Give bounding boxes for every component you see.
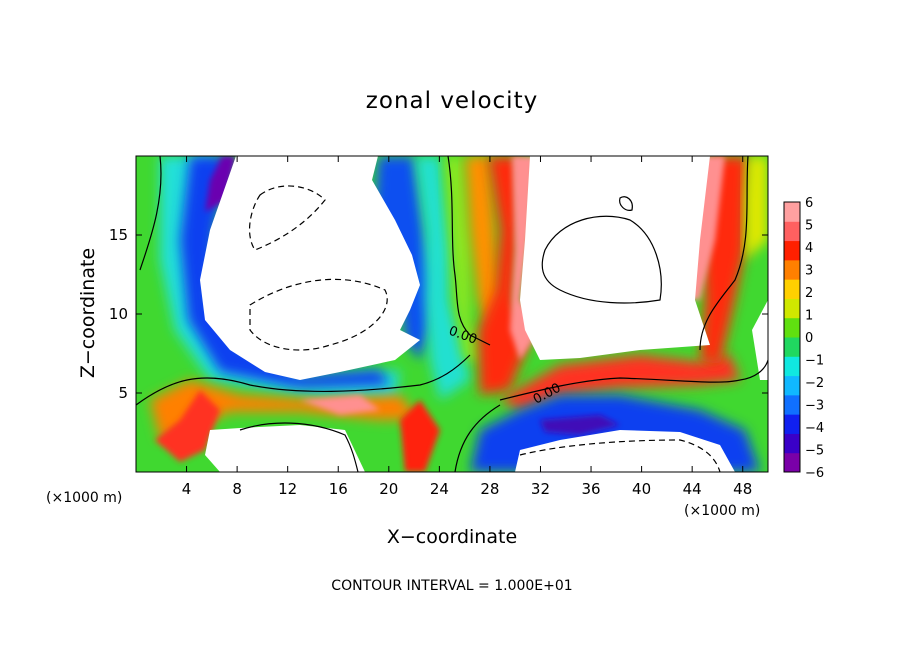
colorbar-swatch — [784, 414, 800, 434]
field-lower-left-pink — [300, 395, 380, 415]
y-tick-label: 5 — [118, 384, 128, 402]
x-tick-label: 24 — [430, 480, 449, 498]
contour-solid-right — [541, 215, 662, 304]
field-lower-left-orange — [150, 380, 420, 440]
x-axis-ticks: 4 8 12 16 20 24 28 32 36 40 44 48 — [182, 156, 752, 498]
contour-zero-left — [139, 156, 162, 271]
x-tick-label: 8 — [232, 480, 242, 498]
field-far-right-yellow — [745, 156, 768, 260]
field-right-orange — [465, 156, 500, 330]
contour-dashed-2 — [249, 278, 388, 351]
y-axis-ticks: 5 10 15 — [109, 226, 768, 402]
field-center-cyan — [415, 156, 470, 400]
colorbar-tick-label: 6 — [805, 196, 813, 211]
colorbar-tick-label: −5 — [805, 444, 824, 459]
colorbar-swatch — [784, 279, 800, 299]
contour-dashed-1 — [248, 185, 326, 251]
x-tick-label: 28 — [480, 480, 499, 498]
field-left-purple — [205, 156, 236, 212]
white-region-upper-left — [200, 156, 420, 380]
x-tick-label: 40 — [632, 480, 651, 498]
colorbar-swatch — [784, 452, 800, 473]
contour-lower — [454, 404, 501, 472]
chart-title: zonal velocity — [365, 88, 539, 114]
contour-dashed-lower-right — [519, 439, 721, 472]
contour-interval-label: CONTOUR INTERVAL = 1.000E+01 — [331, 578, 573, 594]
colorbar-swatch — [784, 240, 800, 261]
colorbar: 6 5 4 3 2 1 0 −1 −2 −3 −4 −5 −6 — [783, 196, 824, 481]
x-tick-label: 12 — [278, 480, 297, 498]
white-region-lower-left — [205, 425, 365, 472]
colorbar-tick-label: 2 — [805, 286, 813, 301]
field-center-green — [445, 156, 480, 360]
y-tick-label: 10 — [109, 305, 128, 323]
field-lower-red — [500, 355, 740, 410]
colorbar-swatch — [784, 375, 800, 396]
x-tick-label: 32 — [531, 480, 550, 498]
x-tick-label: 44 — [683, 480, 702, 498]
colorbar-tick-label: −3 — [805, 399, 824, 414]
colorbar-tick-label: −1 — [805, 354, 824, 369]
x-unit-label-right: (×1000 m) — [684, 503, 761, 519]
colorbar-swatch — [784, 202, 800, 222]
colorbar-tick-label: −2 — [805, 376, 824, 391]
colorbar-tick-label: −4 — [805, 421, 824, 436]
x-unit-label-left: (×1000 m) — [46, 490, 123, 506]
contour-lines — [136, 156, 768, 472]
white-region-right — [520, 156, 710, 360]
colorbar-swatch — [784, 356, 800, 377]
contour-right-top — [699, 156, 749, 351]
contour-zero-right — [499, 359, 768, 401]
colorbar-swatch — [784, 259, 800, 280]
field-lower-left-red2 — [400, 400, 440, 472]
x-axis-label: X−coordinate — [386, 526, 518, 548]
field-lower-purple — [540, 415, 620, 435]
colorbar-tick-label: 0 — [805, 331, 813, 346]
contour-solid-lower-left — [239, 422, 359, 472]
colorbar-tick-label: 4 — [805, 241, 813, 256]
colorbar-swatch — [784, 394, 800, 415]
white-region-far-right — [752, 300, 768, 380]
colorbar-swatch — [784, 221, 800, 242]
contour-zero-mid — [447, 156, 491, 346]
colorbar-swatch — [784, 298, 800, 319]
contour-solid-small — [619, 196, 633, 211]
field-lower-left-red — [155, 390, 220, 462]
colorbar-frame — [783, 201, 801, 473]
colorbar-tick-label: 3 — [805, 264, 813, 279]
colorbar-tick-label: −6 — [805, 466, 824, 481]
x-tick-label: 16 — [329, 480, 348, 498]
colorbar-tick-label: 1 — [805, 309, 813, 324]
x-tick-label: 20 — [379, 480, 398, 498]
x-tick-label: 36 — [581, 480, 600, 498]
colorbar-swatch — [784, 337, 800, 357]
colorbar-swatch — [784, 317, 800, 338]
velocity-field — [136, 156, 768, 472]
y-tick-label: 15 — [109, 226, 128, 244]
field-left-blue — [180, 156, 390, 388]
colorbar-swatch — [784, 433, 800, 454]
contour-zero-lower — [136, 354, 471, 406]
x-tick-label: 4 — [182, 480, 192, 498]
y-axis-label: Z−coordinate — [77, 247, 99, 379]
x-tick-label: 48 — [733, 480, 752, 498]
colorbar-tick-label: 5 — [805, 219, 813, 234]
